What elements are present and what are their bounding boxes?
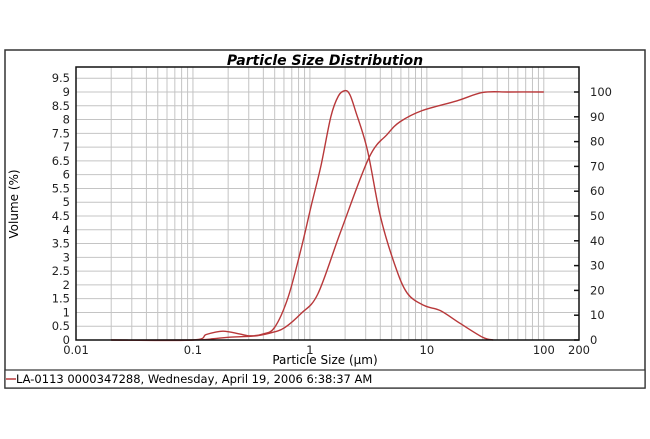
y-tick-label: 4: [63, 223, 70, 237]
y2-tick-label: 50: [590, 209, 605, 223]
chart-frame: [4, 49, 646, 389]
y-tick-label: 6: [63, 168, 70, 182]
tick-labels: 00.511.522.533.544.555.566.577.588.599.5…: [52, 71, 612, 357]
y2-tick-label: 60: [590, 184, 605, 198]
plot-area: [75, 66, 580, 341]
volume-frequency-line: [111, 89, 494, 342]
y-tick-label: 1: [63, 305, 70, 319]
y-tick-label: 0: [63, 333, 70, 347]
y-tick-label: 9.5: [52, 71, 70, 85]
series-lines: [111, 89, 544, 342]
x-tick-label: 100: [533, 343, 555, 357]
y-tick-label: 4.5: [52, 209, 70, 223]
y-tick-label: 3: [63, 250, 70, 264]
chart-title: Particle Size Distribution: [227, 53, 423, 69]
cumulative-line: [111, 91, 544, 341]
y2-tick-label: 20: [590, 283, 605, 297]
y-tick-label: 7: [63, 140, 70, 154]
y2-tick-label: 80: [590, 135, 605, 149]
legend-box: [4, 369, 646, 389]
gridlines: [76, 67, 579, 340]
x-axis-label: Particle Size (µm): [272, 353, 377, 367]
y2-tick-label: 100: [590, 85, 612, 99]
y2-tick-label: 10: [590, 308, 605, 322]
y-tick-label: 2.5: [52, 264, 70, 278]
y-tick-label: 0.5: [52, 319, 70, 333]
y-tick-label: 1.5: [52, 292, 70, 306]
y-tick-label: 8: [63, 113, 70, 127]
x-tick-label: 1: [306, 343, 313, 357]
y2-tick-label: 40: [590, 234, 605, 248]
x-tick-label: 0.01: [63, 343, 89, 357]
x-tick-label: 10: [420, 343, 435, 357]
y-tick-label: 7.5: [52, 126, 70, 140]
y-axis-label: Volume (%): [7, 169, 21, 238]
x-tick-label: 200: [568, 343, 590, 357]
y-tick-label: 5.5: [52, 181, 70, 195]
y-tick-label: 2: [63, 278, 70, 292]
y-tick-label: 3.5: [52, 237, 70, 251]
y2-tick-label: 30: [590, 259, 605, 273]
y2-tick-label: 70: [590, 159, 605, 173]
y2-tick-label: 0: [590, 333, 597, 347]
y2-tick-label: 90: [590, 110, 605, 124]
y-tick-label: 6.5: [52, 154, 70, 168]
y-tick-label: 5: [63, 195, 70, 209]
y-tick-label: 9: [63, 85, 70, 99]
x-tick-label: 0.1: [184, 343, 202, 357]
y-tick-label: 8.5: [52, 99, 70, 113]
legend-entry: LA-0113 0000347288, Wednesday, April 19,…: [16, 372, 372, 386]
